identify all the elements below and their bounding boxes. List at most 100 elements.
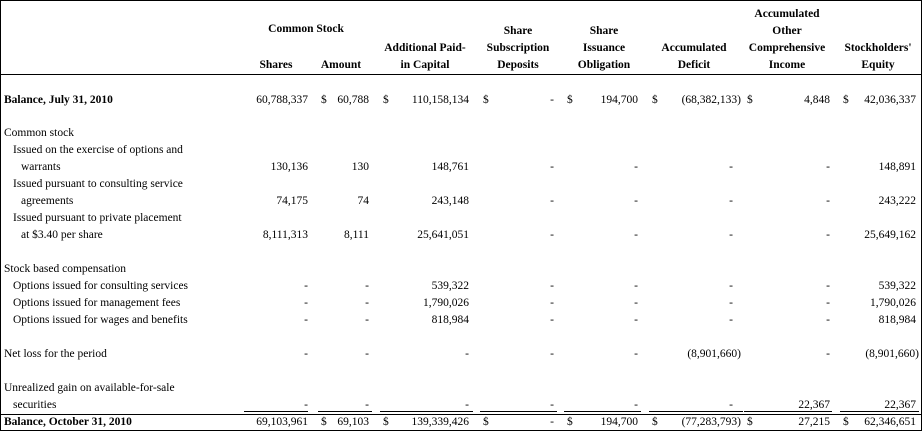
row-label-exercise-cont: warrants [21,161,61,173]
header-eq-2: Equity [861,59,895,71]
cell-eq: 25,649,162 [864,229,916,241]
header-oci-4: Income [768,59,806,71]
dollar-sign: $ [843,416,849,428]
cell-def: - [729,297,733,309]
cell-obl: 194,700 [600,94,638,106]
cell-eq: 1,790,026 [870,297,916,309]
cell-amount: - [365,314,369,326]
cell-amount: - [365,280,369,292]
cell-shares: 69,103,961 [256,416,308,428]
subtotal-rule [744,411,832,412]
cell-obl: - [634,195,638,207]
dollar-sign: $ [483,94,489,106]
header-obl-1: Share [589,25,619,37]
cell-eq: 42,036,337 [864,94,916,106]
cell-sub: - [550,94,554,106]
cell-apic: 25,641,051 [417,229,469,241]
header-oci-2: Other [772,25,802,37]
cell-apic: - [465,399,469,411]
dollar-sign: $ [567,94,573,106]
cell-amount: 8,111 [343,229,369,241]
cell-oci: - [826,348,830,360]
row-label-exercise: Issued on the exercise of options and [13,144,183,156]
cell-oci: 22,367 [798,399,830,411]
header-eq-1: Stockholders' [844,42,912,54]
cell-shares: - [304,280,308,292]
cell-obl: - [634,314,638,326]
header-obl-3: Obligation [577,59,631,71]
cell-obl: - [634,297,638,309]
cell-obl: - [634,399,638,411]
cell-apic: - [465,348,469,360]
cell-def: - [729,280,733,292]
cell-amount: 74 [357,195,370,207]
cell-eq: 818,984 [878,314,916,326]
cell-eq: 148,891 [878,161,916,173]
header-oci-1: Accumulated [754,8,820,20]
row-label-options-management: Options issued for management fees [13,297,181,309]
subtotal-rule [564,411,641,412]
cell-def: - [729,314,733,326]
row-label-unrealized-gain-cont: securities [13,399,57,411]
cell-shares: 130,136 [270,161,308,173]
cell-oci: - [826,161,830,173]
header-apic-1: Additional Paid- [384,42,466,54]
cell-apic: 110,158,134 [411,94,469,106]
dollar-sign: $ [652,94,658,106]
cell-apic: 139,339,426 [411,416,470,428]
cell-sub: - [550,195,554,207]
dollar-sign: $ [321,94,327,106]
header-oci-3: Comprehensive [748,42,826,54]
cell-sub: - [550,348,554,360]
cell-def: - [729,229,733,241]
cell-shares: 74,175 [276,195,308,207]
cell-def: - [729,399,733,411]
header-rule [1,74,921,75]
header-common-stock: Common Stock [268,23,344,35]
row-label-private-placement: Issued pursuant to private placement [13,212,182,224]
cell-shares: 8,111,313 [262,229,308,241]
row-label-consulting: Issued pursuant to consulting service [13,178,183,190]
row-label-options-wages: Options issued for wages and benefits [13,314,188,326]
cell-oci: - [826,229,830,241]
cell-eq: (8,901,660) [865,348,919,360]
cell-oci: 4,848 [804,94,830,106]
cell-def: - [729,161,733,173]
header-sub-2: Subscription [486,42,550,54]
header-sub-1: Share [503,25,533,37]
dollar-sign: $ [483,416,489,428]
cell-sub: - [550,399,554,411]
cell-obl: - [634,229,638,241]
header-amount: Amount [320,59,362,71]
section-label-stock-comp: Stock based compensation [4,263,127,275]
row-label-balance-open: Balance, July 31, 2010 [4,94,113,106]
subtotal-rule [318,411,372,412]
cell-apic: 148,761 [431,161,469,173]
cell-apic: 818,984 [431,314,469,326]
header-def-1: Accumulated [661,42,727,54]
cell-def: - [729,195,733,207]
row-label-consulting-cont: agreements [21,195,74,207]
header-sub-3: Deposits [497,59,539,71]
cell-eq: 243,222 [878,195,916,207]
cell-oci: - [826,280,830,292]
dollar-sign: $ [747,94,753,106]
cell-sub: - [550,416,554,428]
cell-shares: - [304,314,308,326]
cell-amount: - [365,348,369,360]
cell-shares: - [304,297,308,309]
cell-obl: 194,700 [600,416,638,428]
cell-def: (77,283,793) [681,416,741,428]
cell-shares: 60,788,337 [256,94,308,106]
cell-sub: - [550,280,554,292]
header-obl-2: Issuance [582,42,626,54]
dollar-sign: $ [652,416,658,428]
row-label-private-placement-cont: at $3.40 per share [21,229,103,241]
subtotal-rule [244,411,308,412]
cell-apic: 1,790,026 [423,297,469,309]
cell-amount: - [365,399,369,411]
header-apic-2: in Capital [400,59,450,71]
row-label-net-loss: Net loss for the period [4,348,107,360]
cell-oci: - [826,314,830,326]
